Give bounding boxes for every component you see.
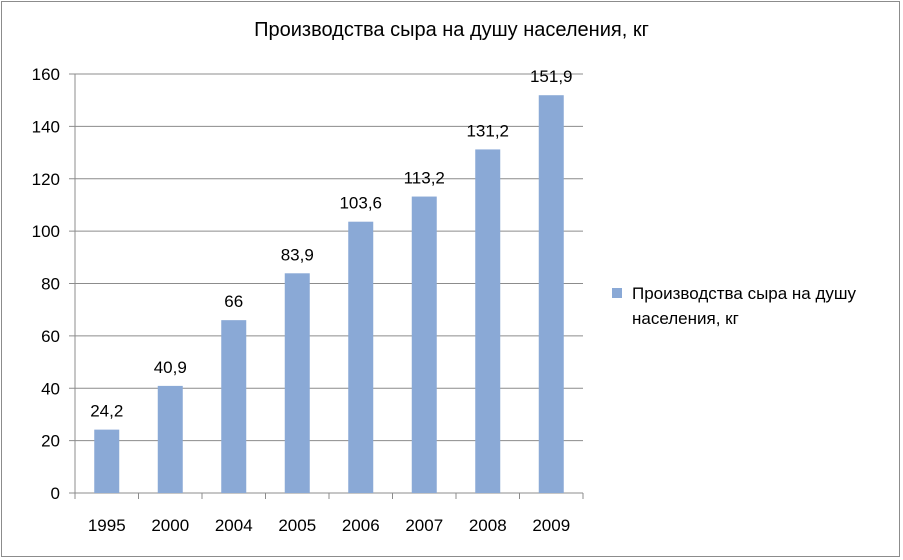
legend-label: Производства сыра на душу населения, кг — [632, 284, 857, 328]
x-tick-label: 1995 — [88, 516, 126, 535]
y-tick-label: 60 — [41, 327, 60, 346]
x-tick-label: 2007 — [405, 516, 443, 535]
bar — [94, 429, 120, 493]
y-tick-label: 80 — [41, 275, 60, 294]
bar — [411, 196, 437, 493]
data-label: 24,2 — [90, 402, 123, 421]
bar — [538, 95, 564, 493]
x-tick-label: 2005 — [278, 516, 316, 535]
data-label: 151,9 — [530, 67, 573, 86]
bar — [284, 273, 310, 493]
legend-swatch — [612, 288, 622, 298]
data-label: 131,2 — [466, 121, 509, 140]
y-tick-label: 20 — [41, 432, 60, 451]
y-tick-label: 100 — [32, 222, 60, 241]
data-label: 103,6 — [339, 194, 382, 213]
bar — [157, 385, 183, 493]
x-tick-label: 2004 — [215, 516, 253, 535]
y-tick-label: 40 — [41, 379, 60, 398]
x-tick-label: 2009 — [532, 516, 570, 535]
bar — [475, 149, 501, 494]
y-tick-label: 0 — [51, 484, 60, 503]
data-label: 40,9 — [154, 358, 187, 377]
data-label: 83,9 — [281, 245, 314, 264]
bar — [221, 320, 247, 493]
data-label: 113,2 — [404, 169, 445, 188]
y-tick-label: 120 — [32, 170, 60, 189]
x-tick-label: 2008 — [469, 516, 507, 535]
y-tick-label: 140 — [32, 117, 60, 136]
x-tick-label: 2006 — [342, 516, 380, 535]
x-tick-label: 2000 — [151, 516, 189, 535]
bar — [348, 221, 374, 493]
data-label: 66 — [224, 292, 243, 311]
chart-title: Производства сыра на душу населения, кг — [254, 19, 649, 41]
y-tick-label: 160 — [32, 65, 60, 84]
